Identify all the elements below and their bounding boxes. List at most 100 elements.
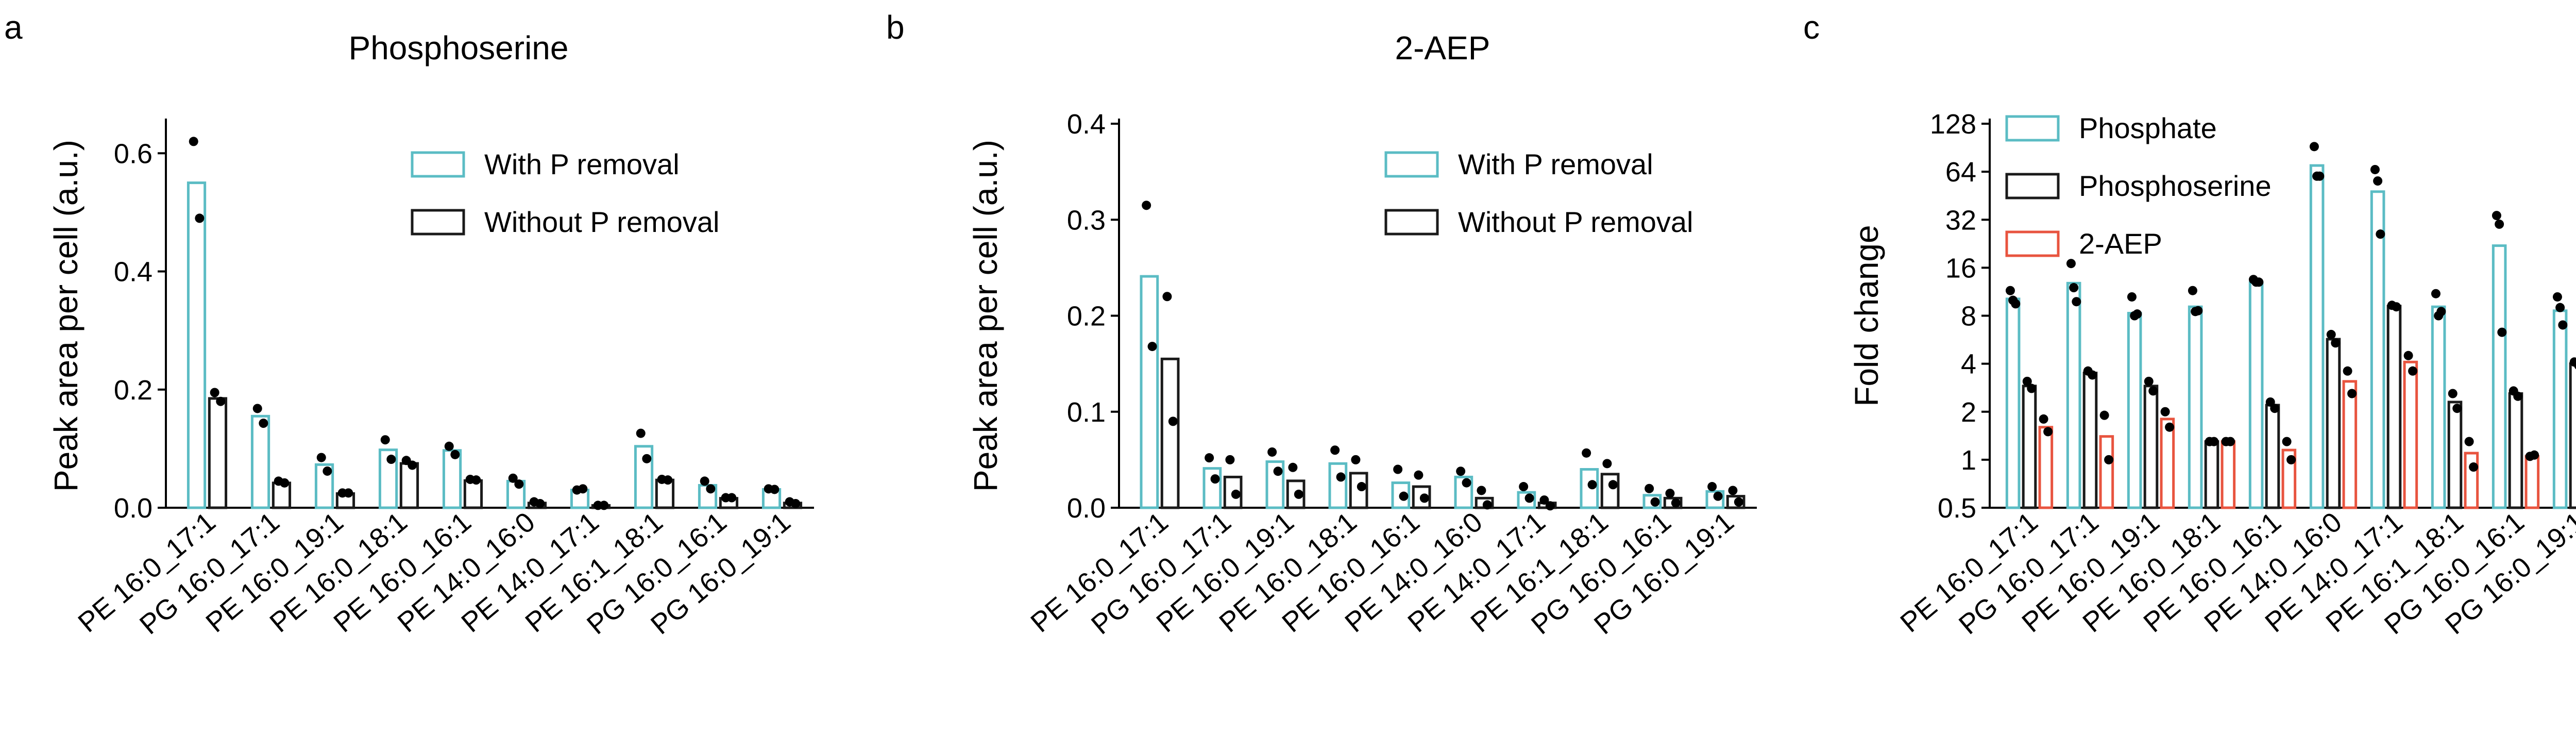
data-point [2270, 404, 2280, 413]
data-point [1336, 472, 1346, 482]
bar [1140, 275, 1159, 509]
y-tick-label: 0.2 [1067, 301, 1106, 332]
y-axis-label: Peak area per cell (a.u.) [967, 140, 1004, 492]
data-point [2005, 286, 2015, 295]
data-point [1414, 470, 1423, 480]
data-point [2558, 320, 2568, 330]
data-point [2343, 366, 2352, 376]
legend-label: 2-AEP [2079, 227, 2162, 260]
data-point [2408, 366, 2418, 376]
bar [1726, 495, 1745, 509]
data-point [1393, 464, 1403, 474]
y-tick-label: 0.4 [1067, 109, 1106, 140]
data-point [2392, 302, 2401, 312]
data-point [1482, 500, 1492, 510]
data-point [1205, 453, 1214, 463]
bar [2160, 418, 2175, 509]
bar [314, 463, 334, 509]
data-point [2497, 327, 2507, 337]
bar [2492, 244, 2507, 509]
data-point [386, 455, 396, 464]
bar [2204, 440, 2219, 509]
bar [187, 181, 207, 509]
data-point [1330, 445, 1340, 455]
data-point [2148, 386, 2158, 396]
data-point [727, 493, 737, 503]
y-tick-label: 0.5 [1938, 493, 1976, 524]
bar [2431, 305, 2446, 509]
bar [2066, 281, 2081, 509]
data-point [2027, 384, 2037, 393]
data-point [2099, 410, 2109, 420]
bar [463, 479, 483, 509]
data-point [2574, 361, 2576, 370]
data-point [2193, 306, 2203, 315]
data-point [1142, 201, 1151, 210]
y-tick-label: 16 [1945, 253, 1976, 284]
bar [2221, 440, 2236, 509]
data-point [1456, 467, 1466, 476]
legend-label: Phosphate [2079, 112, 2217, 144]
data-point [2464, 437, 2474, 446]
data-point [2431, 289, 2441, 298]
data-point [514, 479, 524, 489]
data-point [1419, 493, 1429, 503]
data-point [2469, 462, 2479, 472]
y-tick-label: 4 [1961, 349, 1976, 380]
bar [399, 462, 419, 509]
y-tick-label: 128 [1930, 109, 1976, 140]
legend-swatch [2005, 115, 2060, 142]
data-point [2331, 338, 2341, 348]
data-point [1665, 489, 1675, 498]
bar [2281, 448, 2297, 509]
bar [2022, 385, 2037, 509]
bar [2326, 338, 2341, 509]
data-point [2492, 211, 2501, 221]
data-point [2022, 376, 2032, 386]
y-tick-label: 0.3 [1067, 205, 1106, 236]
bar [250, 414, 270, 509]
bar [1223, 475, 1243, 509]
bar [2143, 385, 2159, 509]
data-point [1267, 447, 1277, 457]
legend-swatch [2005, 230, 2060, 257]
bar [1160, 357, 1180, 509]
data-point [2160, 407, 2170, 417]
bar [1600, 473, 1620, 509]
bar [2188, 305, 2203, 509]
data-point [578, 484, 588, 494]
bar [1286, 479, 1306, 509]
data-point [1399, 491, 1409, 501]
legend-swatch [1384, 151, 1439, 178]
data-point [706, 484, 716, 494]
chart-panel-a: a Phosphoserine Peak area per cell (a.u.) 0… [4, 9, 814, 640]
data-point [444, 441, 454, 451]
y-tick-label: 8 [1961, 301, 1976, 332]
data-point [195, 213, 205, 223]
data-point [1728, 486, 1738, 495]
data-point [2104, 455, 2114, 464]
bar [1517, 491, 1536, 509]
bar [2248, 281, 2264, 509]
y-tick-label: 0.6 [114, 138, 152, 169]
bar [1202, 467, 1222, 509]
y-tick-label: 0.0 [1067, 493, 1106, 524]
y-tick-label: 0.4 [114, 257, 152, 288]
data-point [1582, 448, 1591, 458]
chart-panel-b: b 2-AEP Peak area per cell (a.u.) 0.0 0.1 0.2… [886, 9, 1757, 640]
data-point [791, 498, 801, 508]
bar [2038, 426, 2054, 509]
data-point [2436, 307, 2446, 316]
y-tick-label: 2 [1961, 397, 1976, 428]
y-axis-label: Fold change [1848, 225, 1885, 406]
data-point [323, 466, 332, 476]
data-point [2188, 286, 2197, 295]
data-point [1273, 467, 1283, 476]
data-point [2555, 303, 2565, 312]
y-tick-label: 0.1 [1067, 397, 1106, 428]
data-point [2088, 370, 2097, 380]
legend-label: Without P removal [1458, 206, 1693, 238]
data-point [1645, 484, 1654, 493]
data-point [508, 473, 518, 483]
